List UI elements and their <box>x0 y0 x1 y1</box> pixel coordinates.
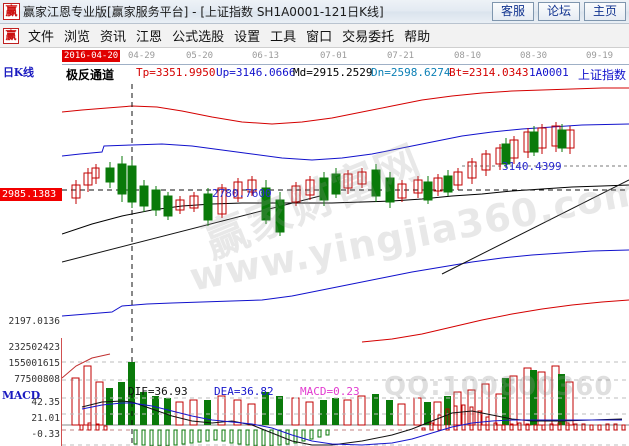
macd-dea-value: DEA=36.82 <box>214 385 274 398</box>
window-title: 赢家江恩专业版[赢家服务平台] - [上证指数 SH1A0001-121日K线] <box>23 5 384 19</box>
date-tick: 07-21 <box>387 51 415 61</box>
macd-tick: -0.33 <box>31 429 60 440</box>
menu-item-settings[interactable]: 设置 <box>234 30 261 45</box>
price-pane[interactable]: 2780.7600 3140.4399 <box>62 84 629 344</box>
macd-tick: 42.35 <box>31 397 60 408</box>
volume-tick: 2197.0136 <box>8 316 60 327</box>
price-chart-svg <box>62 84 629 344</box>
date-tick: 06-13 <box>252 51 280 61</box>
indicator-name: 极反通道 <box>66 68 115 82</box>
symbol-code: 1A0001 <box>529 66 569 79</box>
resistance-level-annotation: 3140.4399 <box>502 160 562 173</box>
date-tick: 07-01 <box>320 51 348 61</box>
title-bar: 赢 赢家江恩专业版[赢家服务平台] - [上证指数 SH1A0001-121日K… <box>0 0 629 24</box>
symbol-name: 上证指数 <box>578 68 627 82</box>
menu-item-file[interactable]: 文件 <box>28 30 55 45</box>
candlestick-series <box>71 122 575 236</box>
homepage-button[interactable]: 主页 <box>584 2 626 21</box>
date-tick: 08-10 <box>454 51 482 61</box>
macd-panel-label: MACD <box>2 389 40 402</box>
menu-item-news[interactable]: 资讯 <box>100 30 127 45</box>
volume-tick: 232502423 <box>8 342 60 353</box>
volume-tick: 155001615 <box>8 358 60 369</box>
macd-pane-border <box>61 393 62 446</box>
menu-item-trade-order[interactable]: 交易委托 <box>342 30 395 45</box>
date-axis: 2016-04-20 04-29 05-20 06-13 07-01 07-21… <box>62 50 629 64</box>
menu-bar: 赢 文件 浏览 资讯 江恩 公式选股 设置 工具 窗口 交易委托 帮助 <box>0 24 629 48</box>
forum-button[interactable]: 论坛 <box>538 2 580 21</box>
menu-item-window[interactable]: 窗口 <box>306 30 333 45</box>
macd-pane[interactable] <box>62 393 629 446</box>
macd-tick: 21.01 <box>31 413 60 424</box>
indicator-bt: Bt=2314.0343 <box>449 66 529 79</box>
indicator-header: 极反通道 Tp=3351.9950 Up=3146.0666 Md=2915.2… <box>0 66 629 82</box>
menu-logo-icon: 赢 <box>3 27 19 44</box>
date-tick: 09-19 <box>586 51 614 61</box>
volume-tick: 77500808 <box>14 374 60 385</box>
macd-dif-value: DIF=36.93 <box>128 385 188 398</box>
indicator-tp: Tp=3351.9950 <box>136 66 216 79</box>
menu-item-tools[interactable]: 工具 <box>270 30 297 45</box>
menu-item-help[interactable]: 帮助 <box>404 30 431 45</box>
axis-divider <box>62 64 629 65</box>
indicator-dn: Dn=2598.6274 <box>371 66 451 79</box>
chart-area[interactable]: 日K线 2016-04-20 04-29 05-20 06-13 07-01 0… <box>0 48 629 446</box>
date-tick: 05-20 <box>186 51 214 61</box>
app-logo-icon: 赢 <box>3 3 20 20</box>
volume-pane-border <box>61 338 62 426</box>
date-tick: 04-29 <box>128 51 156 61</box>
period-label: 日K线 <box>3 66 34 79</box>
date-tick: 08-30 <box>520 51 548 61</box>
customer-service-button[interactable]: 客服 <box>492 2 534 21</box>
menu-item-formula-stock-pick[interactable]: 公式选股 <box>172 30 225 45</box>
indicator-md: Md=2915.2529 <box>293 66 373 79</box>
macd-value: MACD=0.23 <box>300 385 360 398</box>
selected-date-tag: 2016-04-20 <box>62 50 121 62</box>
menu-item-browse[interactable]: 浏览 <box>64 30 91 45</box>
support-level-annotation: 2780.7600 <box>212 187 272 200</box>
crosshair-price-tag: 2985.1383 <box>0 188 62 201</box>
title-bar-buttons: 客服 论坛 主页 <box>492 2 626 21</box>
macd-chart-svg <box>62 393 629 446</box>
menu-item-gann[interactable]: 江恩 <box>136 30 163 45</box>
indicator-up: Up=3146.0666 <box>216 66 296 79</box>
